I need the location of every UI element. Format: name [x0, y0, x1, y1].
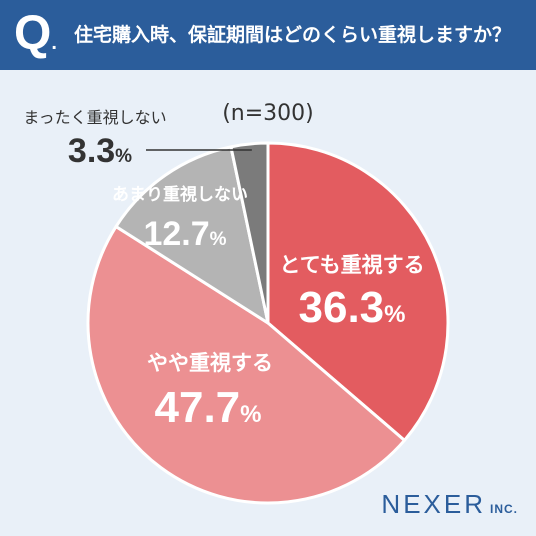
- slice-4-label: まったく重視しない: [23, 108, 166, 127]
- logo-sub-text: INC.: [490, 502, 518, 516]
- pie-slice-4: [229, 141, 270, 325]
- question-text: 住宅購入時、保証期間はどのくらい重視しますか？: [74, 24, 512, 46]
- pie-labels: とても重視する 36.3% やや重視する 47.7% あまり重視しない 12.7% まったく…: [23, 101, 424, 432]
- slice-2-value: 47.7%: [155, 383, 262, 432]
- slice-1-value: 36.3%: [299, 283, 406, 332]
- q-letter: Q: [14, 7, 52, 60]
- nexer-logo: NEXER INC.: [381, 489, 518, 520]
- pie-slice-3: [114, 145, 270, 325]
- pie-slices: [86, 141, 450, 505]
- pie-slice-1: [266, 141, 450, 442]
- question-header: Q. 住宅購入時、保証期間はどのくらい重視しますか？: [0, 0, 536, 70]
- q-dot: .: [51, 32, 57, 54]
- slice-3-label: あまり重視しない: [112, 184, 248, 205]
- pie-slice-2: [86, 225, 407, 505]
- slice-1-label: とても重視する: [279, 253, 424, 277]
- logo-main-text: NEXER: [381, 489, 486, 519]
- slice-2-label: やや重視する: [147, 351, 273, 375]
- sample-size-label: (n=300): [222, 101, 314, 126]
- slice-3-value: 12.7%: [143, 215, 226, 253]
- slice-4-value: 3.3%: [68, 132, 132, 170]
- q-logo-icon: Q.: [14, 6, 57, 71]
